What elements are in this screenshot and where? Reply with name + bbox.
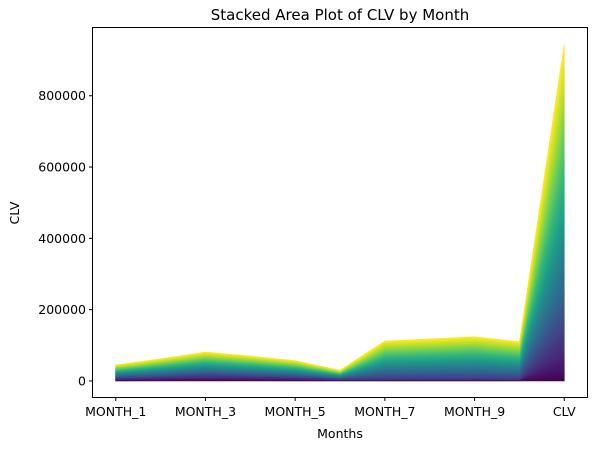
- area-series-75: [116, 142, 565, 373]
- area-series-76: [116, 138, 565, 373]
- area-series-97: [116, 56, 565, 371]
- area-series-99: [116, 48, 565, 370]
- area-series-88: [116, 92, 565, 372]
- area-series-77: [116, 134, 565, 373]
- y-tick-label: 200000: [38, 302, 86, 317]
- area-series-83: [116, 111, 565, 372]
- x-tick-label: MONTH_7: [354, 404, 415, 419]
- area-series-85: [116, 104, 565, 372]
- y-tick-label: 600000: [38, 160, 86, 175]
- area-series-98: [116, 52, 565, 370]
- area-series-group: [116, 44, 565, 381]
- y-tick-label: 400000: [38, 231, 86, 246]
- area-series-91: [116, 80, 565, 371]
- y-tick-label: 0: [78, 373, 86, 388]
- x-tick-label: MONTH_3: [175, 404, 236, 419]
- area-series-78: [116, 131, 565, 373]
- chart-title: Stacked Area Plot of CLV by Month: [211, 6, 469, 24]
- area-series-96: [116, 60, 565, 371]
- area-series-93: [116, 72, 565, 371]
- area-series-81: [116, 119, 565, 372]
- area-series-84: [116, 107, 565, 372]
- area-series-87: [116, 96, 565, 372]
- area-series-92: [116, 76, 565, 371]
- area-series-100: [116, 44, 565, 370]
- x-tick-label: MONTH_5: [265, 404, 326, 419]
- area-series-82: [116, 115, 565, 372]
- area-series-80: [116, 123, 565, 373]
- x-tick-label: MONTH_1: [85, 404, 146, 419]
- area-series-94: [116, 68, 565, 371]
- y-tick-label: 800000: [38, 88, 86, 103]
- x-axis-ticks: MONTH_1 MONTH_3 MONTH_5 MONTH_7 MONTH_9 CLV: [85, 397, 576, 419]
- x-tick-label: CLV: [553, 404, 576, 419]
- area-series-95: [116, 64, 565, 371]
- area-series-90: [116, 84, 565, 372]
- y-axis-label: CLV: [7, 201, 22, 224]
- area-series-86: [116, 100, 565, 372]
- x-tick-label: MONTH_9: [444, 404, 505, 419]
- y-axis-ticks: 0 200000 400000 600000 800000: [38, 88, 93, 388]
- x-axis-label: Months: [317, 426, 363, 441]
- area-series-79: [116, 127, 565, 373]
- area-series-89: [116, 88, 565, 372]
